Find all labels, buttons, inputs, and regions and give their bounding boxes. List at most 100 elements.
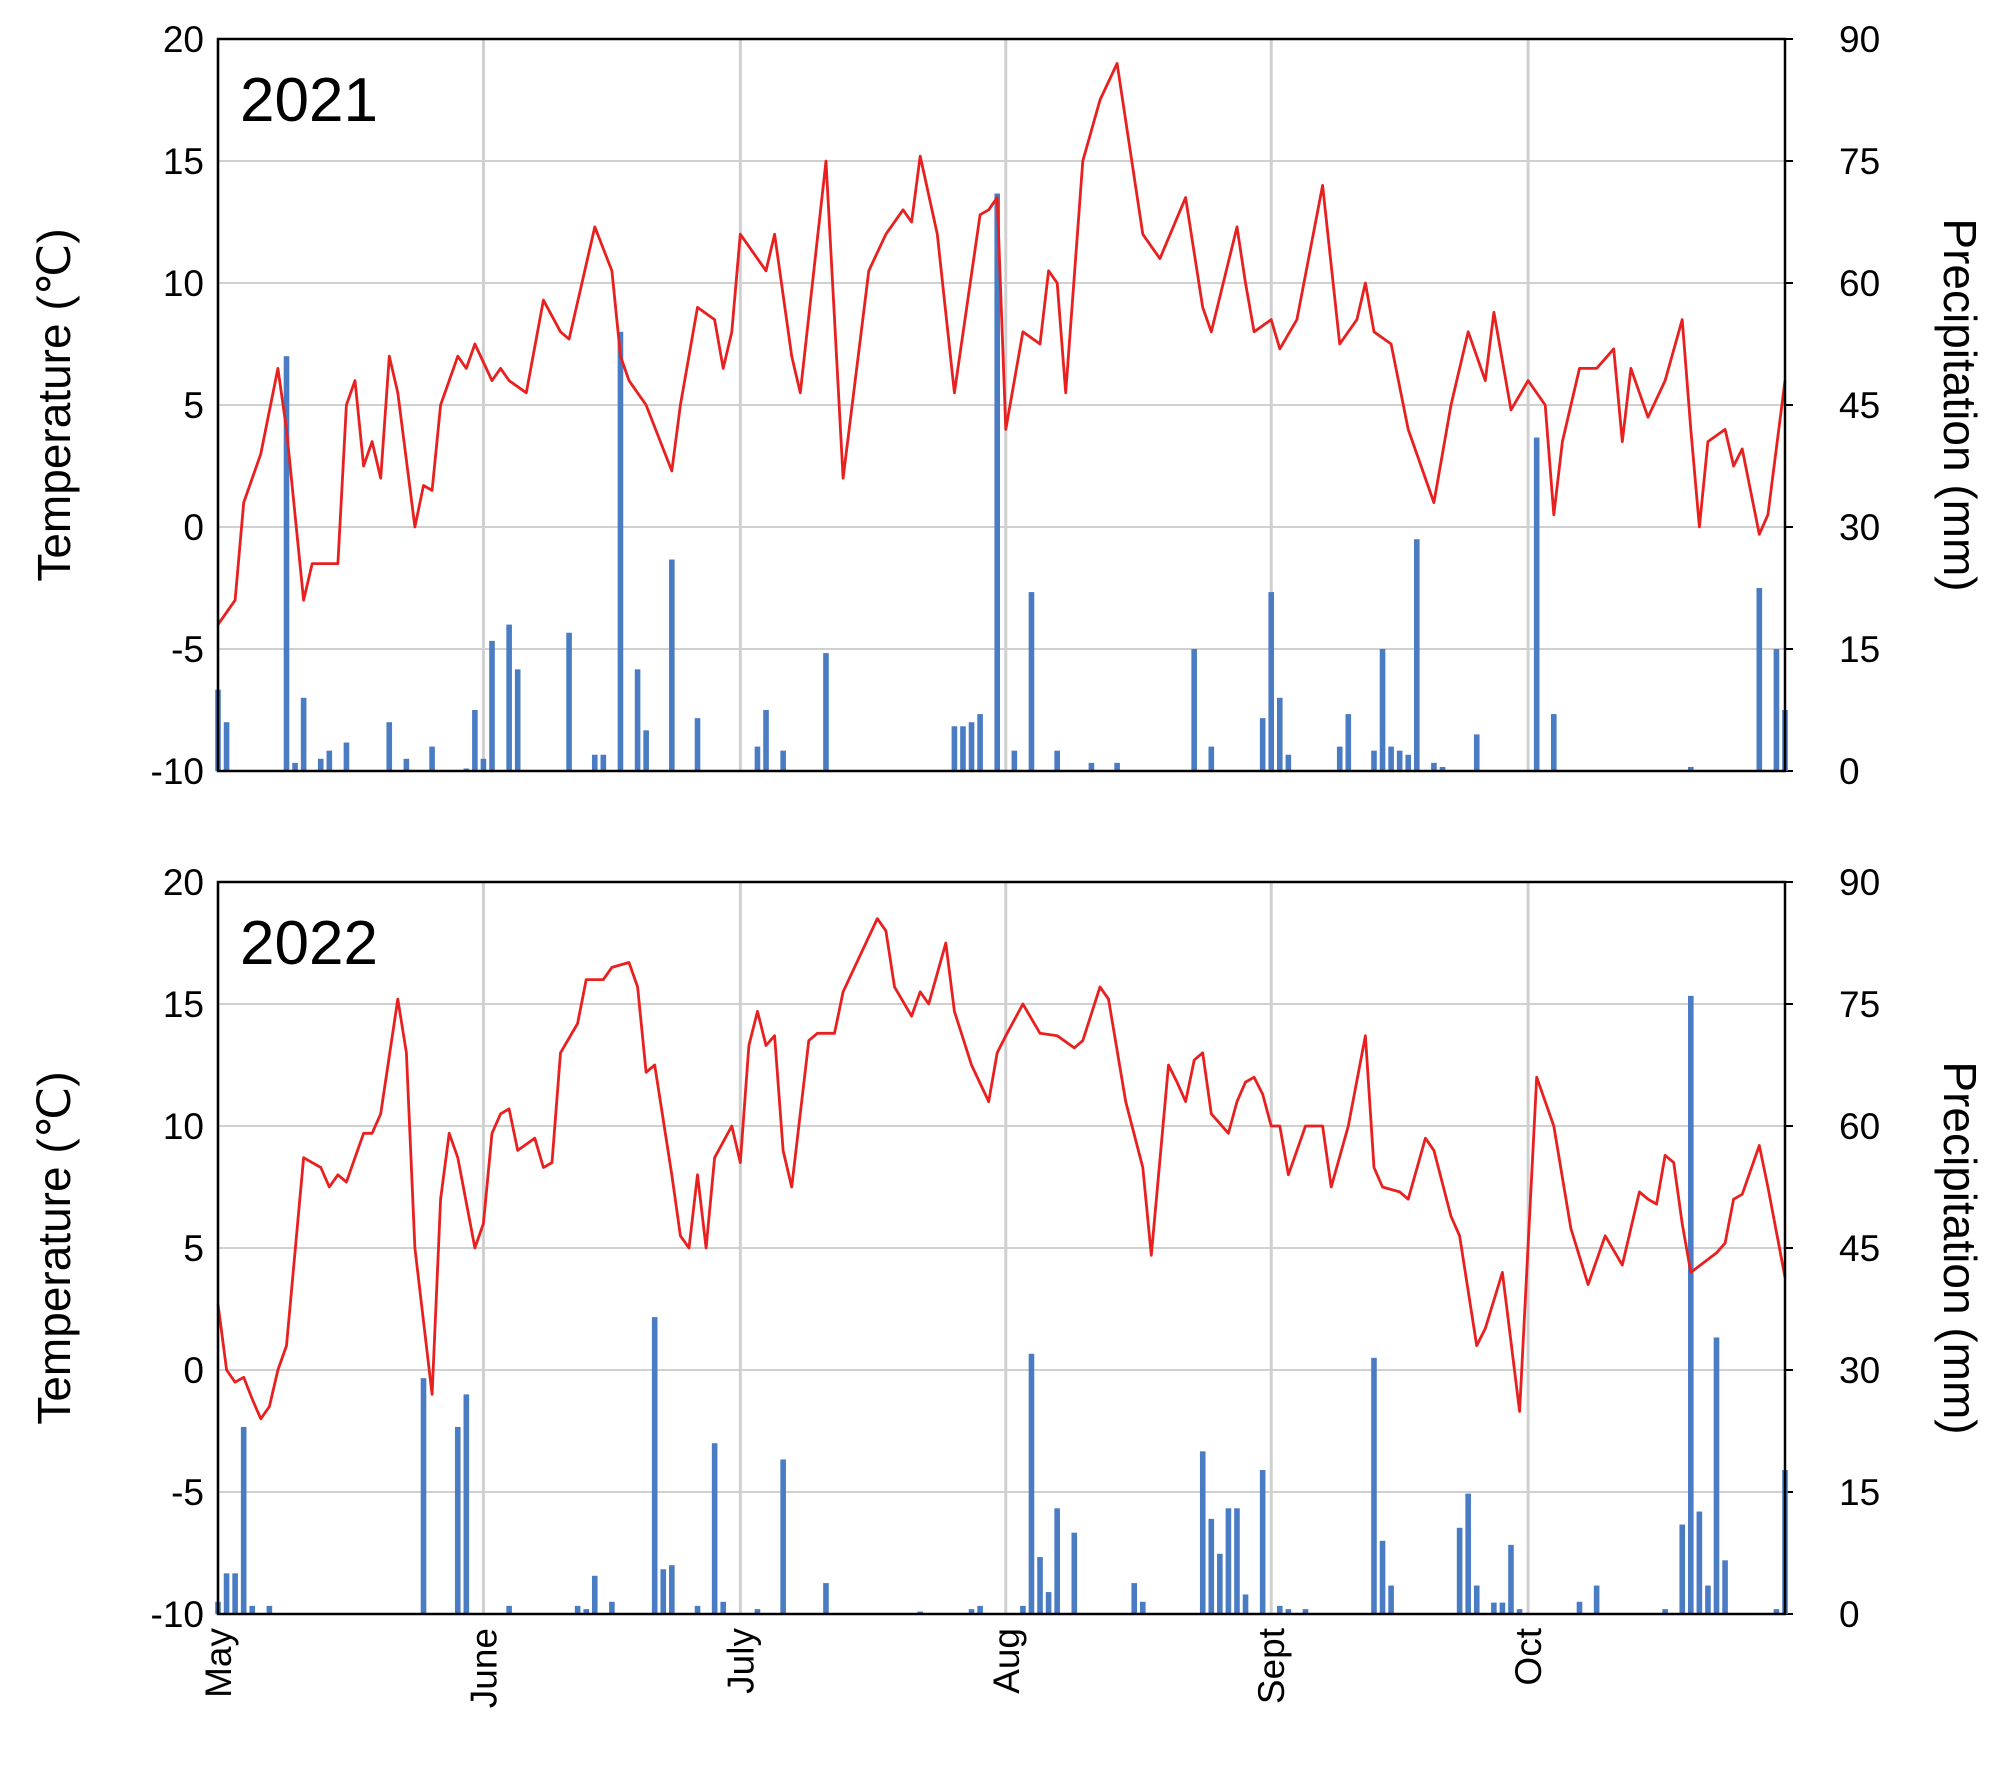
- precipitation-bar: [1371, 750, 1377, 771]
- precipitation-bar: [1217, 1553, 1223, 1614]
- precipitation-bar: [1473, 734, 1480, 771]
- precipitation-bar: [1114, 762, 1120, 771]
- y-tick-label: -10: [151, 1594, 204, 1635]
- precipitation-bar: [300, 697, 307, 771]
- precipitation-bar: [720, 1601, 727, 1614]
- precipitation-bar: [1679, 1524, 1686, 1614]
- precipitation-bar: [1028, 1353, 1035, 1614]
- precipitation-bar: [1593, 1585, 1600, 1614]
- precipitation-bar: [1208, 1518, 1215, 1614]
- y-tick-label: -10: [151, 751, 204, 792]
- y-tick-label: 10: [163, 263, 204, 304]
- y-tick-label: 15: [163, 984, 204, 1025]
- precipitation-bar: [1473, 1585, 1480, 1614]
- precipitation-bar: [651, 1317, 658, 1614]
- precipitation-bar: [249, 1605, 256, 1614]
- precipitation-bar: [591, 754, 598, 771]
- precipitation-bar: [1688, 995, 1694, 1614]
- precipitation-bar: [591, 1575, 598, 1614]
- precipitation-bar: [489, 640, 495, 771]
- precipitation-bar: [694, 718, 701, 771]
- precipitation-bar: [1088, 762, 1095, 771]
- precipitation-bar: [600, 754, 607, 771]
- precipitation-bar: [1379, 1540, 1386, 1614]
- y2-tick-label: 30: [1839, 1350, 1880, 1391]
- chart-title: 2022: [240, 909, 378, 978]
- precipitation-bar: [1139, 1601, 1146, 1614]
- precipitation-bar: [1431, 762, 1437, 771]
- y-tick-label: 0: [183, 1350, 204, 1391]
- precipitation-bar: [1756, 588, 1763, 771]
- precipitation-bar: [1688, 766, 1694, 771]
- precipitation-bar: [754, 1609, 761, 1614]
- precipitation-bar: [472, 710, 478, 771]
- precipitation-bar: [566, 632, 572, 771]
- x-tick-label: Aug: [986, 1628, 1027, 1694]
- precipitation-bar: [1713, 1337, 1720, 1614]
- x-tick-label: May: [198, 1628, 239, 1698]
- precipitation-bar: [1456, 1527, 1463, 1614]
- y-tick-label: -5: [171, 1472, 204, 1513]
- precipitation-bar: [1020, 1605, 1026, 1614]
- precipitation-bar: [960, 726, 966, 771]
- precipitation-bar: [292, 762, 298, 771]
- precipitation-bar: [1234, 1508, 1240, 1614]
- precipitation-bar: [463, 1394, 470, 1614]
- precipitation-bar: [1276, 1605, 1283, 1614]
- precipitation-bar: [1336, 746, 1343, 771]
- precipitation-bar: [1285, 1609, 1292, 1614]
- precipitation-bar: [429, 746, 435, 771]
- precipitation-bar: [1037, 1557, 1043, 1614]
- precipitation-bar: [343, 742, 350, 771]
- y2-tick-label: 15: [1839, 1472, 1880, 1513]
- y2-axis-label: Precipitation (mm): [1934, 218, 1986, 591]
- precipitation-bar: [643, 730, 649, 771]
- precipitation-bar: [780, 1459, 786, 1614]
- precipitation-bar: [968, 1609, 975, 1614]
- precipitation-bar: [1388, 1585, 1394, 1614]
- precipitation-bar: [1345, 714, 1352, 771]
- y2-tick-label: 0: [1839, 751, 1860, 792]
- precipitation-bar: [283, 356, 290, 771]
- precipitation-bar: [694, 1605, 701, 1614]
- precipitation-bar: [634, 669, 641, 771]
- y2-axis-label: Precipitation (mm): [1934, 1061, 1986, 1434]
- y2-tick-label: 45: [1839, 385, 1880, 426]
- precipitation-bar: [977, 714, 983, 771]
- y2-tick-label: 75: [1839, 141, 1880, 182]
- precipitation-bar: [1285, 754, 1292, 771]
- precipitation-bar: [514, 669, 521, 771]
- precipitation-bar: [1491, 1602, 1497, 1614]
- x-tick-label: Oct: [1508, 1627, 1549, 1685]
- precipitation-bar: [1054, 750, 1060, 771]
- precipitation-bar: [506, 624, 512, 771]
- precipitation-bar: [669, 559, 675, 771]
- precipitation-bar: [223, 722, 230, 771]
- y2-tick-label: 90: [1839, 862, 1880, 903]
- y-tick-label: 15: [163, 141, 204, 182]
- precipitation-bar: [317, 758, 324, 771]
- precipitation-bar: [1499, 1602, 1506, 1614]
- precipitation-bar: [1011, 750, 1018, 771]
- x-tick-label: July: [720, 1628, 761, 1694]
- precipitation-bar: [1662, 1609, 1668, 1614]
- precipitation-bar: [994, 193, 1001, 772]
- precipitation-bar: [660, 1569, 667, 1614]
- precipitation-bar: [454, 1426, 461, 1614]
- precipitation-bar: [609, 1601, 615, 1614]
- y-axis-label: Temperature (℃): [28, 228, 80, 581]
- precipitation-bar: [1208, 746, 1215, 771]
- precipitation-bar: [1516, 1609, 1523, 1614]
- y2-tick-label: 60: [1839, 1106, 1880, 1147]
- y-tick-label: 20: [163, 19, 204, 60]
- precipitation-bar: [1276, 697, 1283, 771]
- precipitation-bar: [1413, 539, 1420, 771]
- precipitation-bar: [583, 1609, 590, 1614]
- chart-title: 2021: [240, 66, 378, 135]
- precipitation-bar: [951, 726, 958, 771]
- precipitation-bar: [1508, 1544, 1514, 1614]
- precipitation-bar: [823, 1583, 829, 1614]
- precipitation-bar: [223, 1573, 230, 1614]
